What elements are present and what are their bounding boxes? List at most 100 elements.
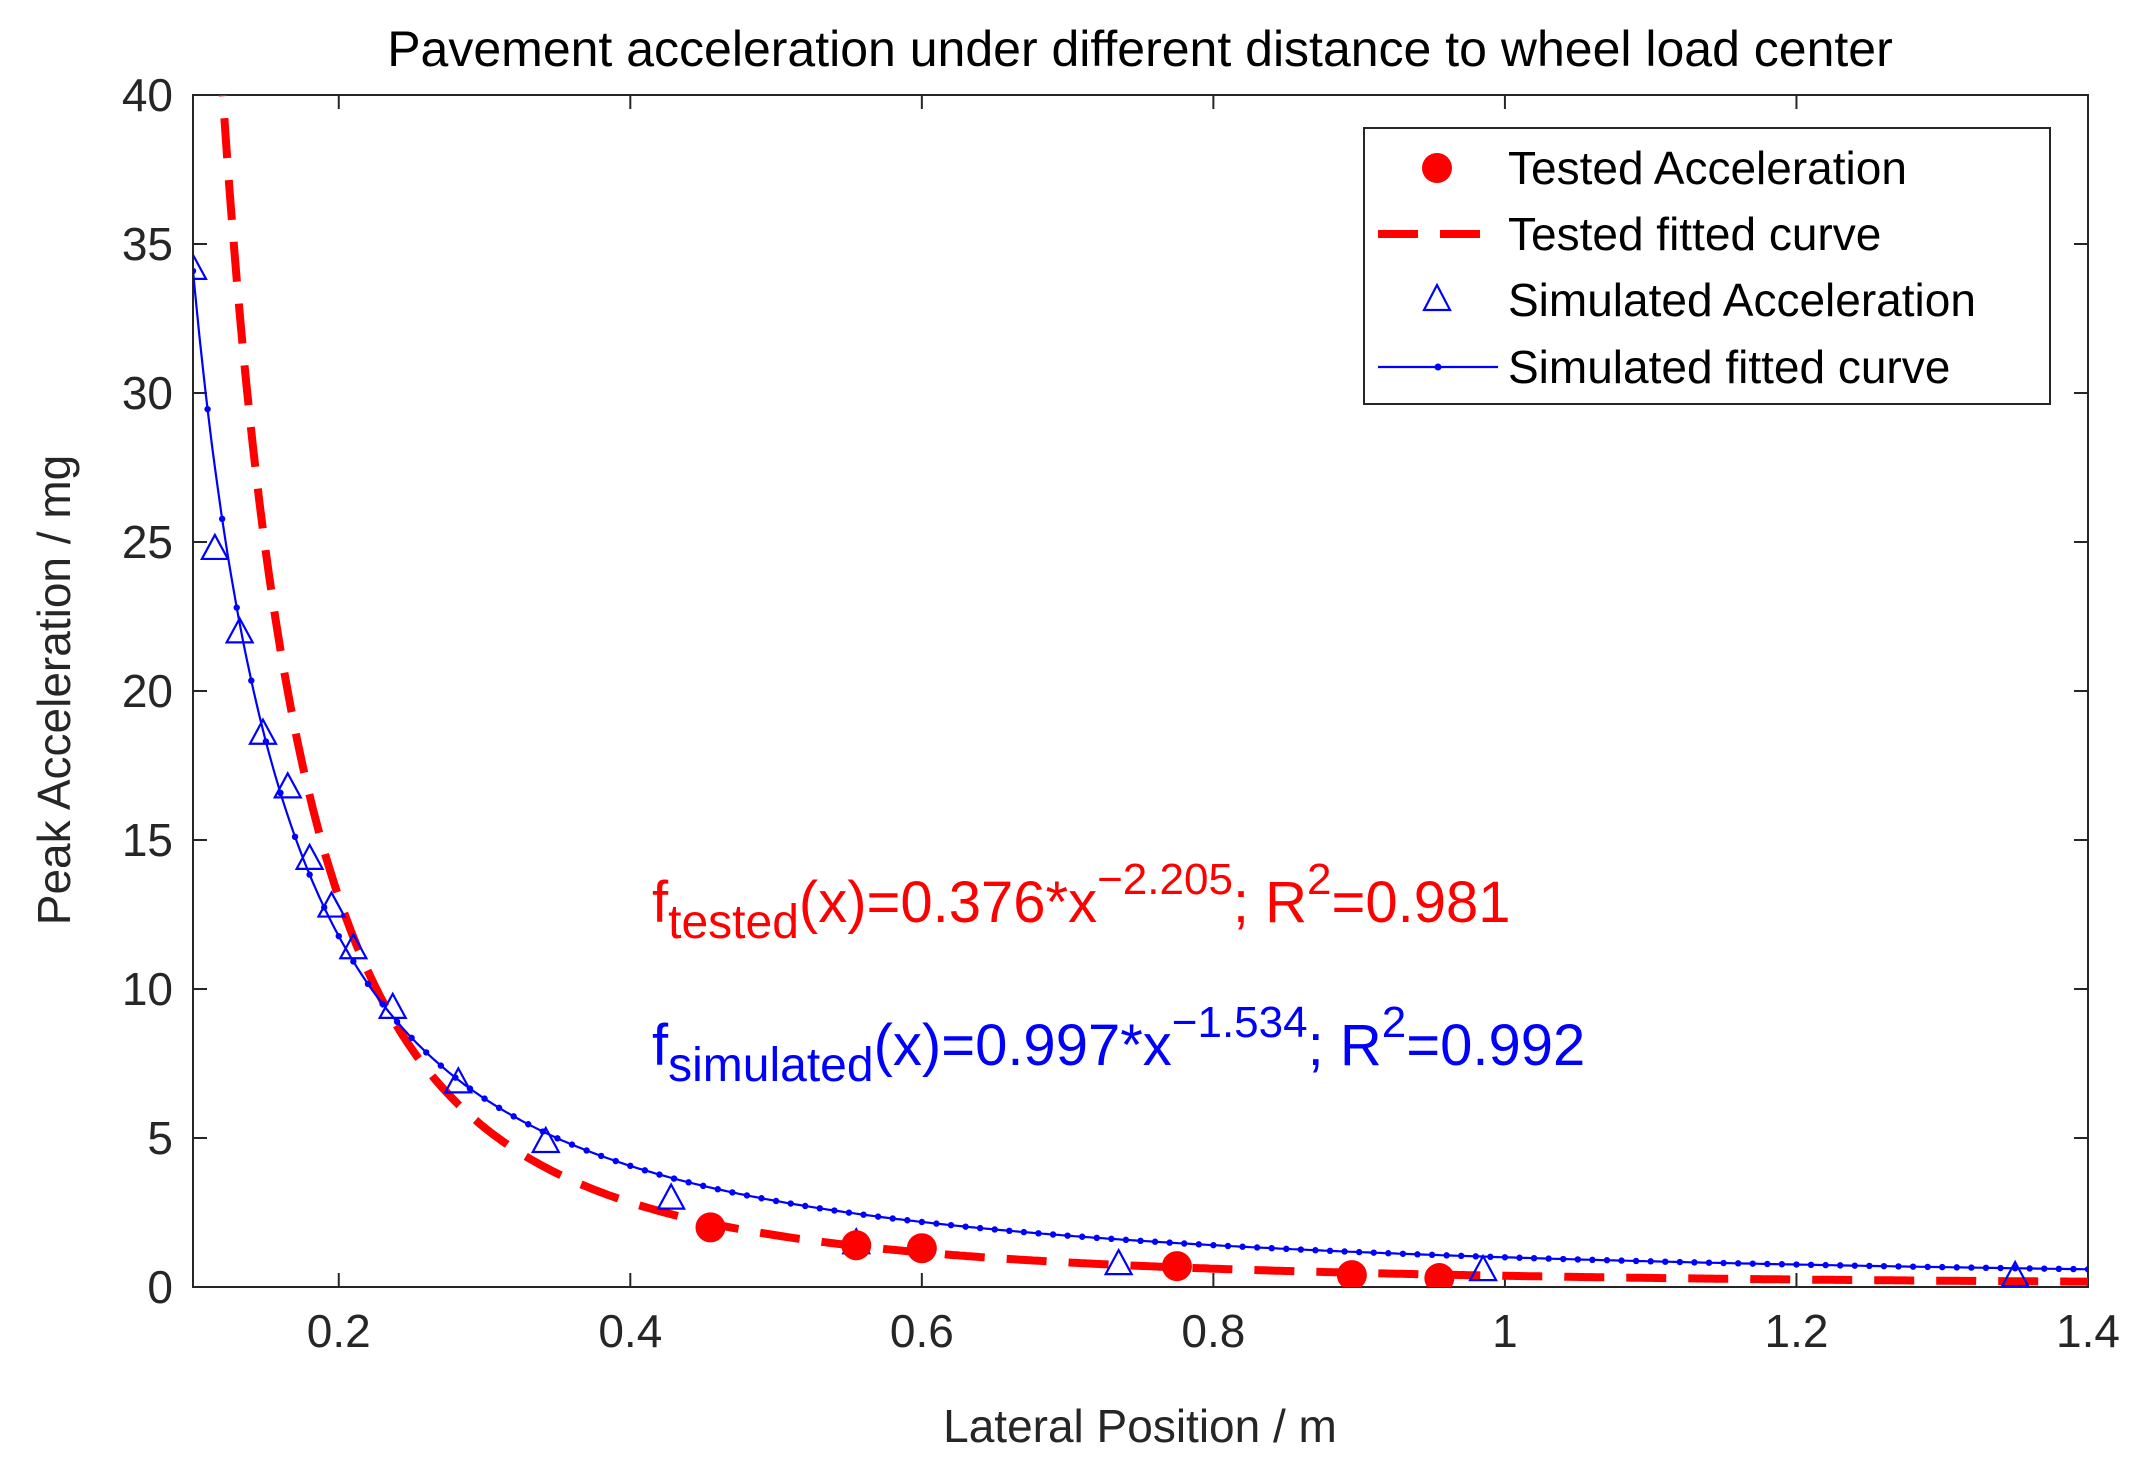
simulated-curve-dot <box>379 1000 386 1008</box>
simulated-curve-dot <box>335 932 342 940</box>
simulated-curve-dot <box>1662 1258 1669 1265</box>
simulated-acceleration-point <box>1103 1247 1134 1276</box>
y-tick-label: 10 <box>122 963 173 1015</box>
y-tick-label: 15 <box>122 814 173 866</box>
simulated-curve-dot <box>1166 1239 1173 1246</box>
simulated-curve-dot <box>248 677 255 684</box>
simulated-curve-dot <box>1487 1253 1494 1261</box>
simulated-curve-dot <box>1749 1260 1756 1267</box>
simulated-curve-dot <box>1676 1258 1684 1266</box>
simulated-curve-dot <box>685 1179 692 1186</box>
simulated-curve-dot <box>758 1195 765 1202</box>
simulated-curve-dot <box>204 405 211 413</box>
simulated-curve-dot <box>1443 1252 1450 1259</box>
simulated-acceleration-point <box>200 532 230 561</box>
simulated-curve-dot <box>2084 1266 2088 1273</box>
x-tick-label: 1 <box>1492 1305 1518 1357</box>
simulated-curve-dot <box>889 1215 896 1222</box>
simulated-curve-dot <box>1049 1231 1057 1238</box>
tested-acceleration-point <box>1336 1260 1367 1287</box>
simulated-curve-dot <box>699 1182 707 1190</box>
simulated-curve-dot <box>656 1171 663 1178</box>
simulated-curve-dot <box>1253 1244 1261 1251</box>
simulated-curve-dot <box>481 1095 488 1102</box>
simulated-curve-dot <box>1224 1242 1232 1250</box>
simulated-curve-dot <box>423 1049 430 1056</box>
simulated-curve-dot <box>1880 1262 1888 1270</box>
simulated-curve-dot <box>845 1209 853 1216</box>
simulated-curve-dot <box>1574 1256 1582 1263</box>
simulated-curve-dot <box>831 1207 838 1214</box>
simulated-curve-dot <box>233 604 240 611</box>
simulated-curve-dot <box>670 1175 678 1182</box>
simulated-acceleration-point <box>443 1066 474 1094</box>
simulated-curve-dot <box>1530 1254 1538 1262</box>
simulated-curve-dot <box>1122 1236 1130 1244</box>
simulated-curve-dot <box>1516 1254 1523 1261</box>
x-tick-label: 0.6 <box>890 1305 954 1357</box>
simulated-acceleration-point <box>248 717 278 745</box>
x-axis: 0.2 0.4 0.6 0.8 1 1.2 1.4 <box>307 95 2120 1357</box>
simulated-curve-dot <box>568 1141 576 1148</box>
simulated-curve-dot <box>1560 1255 1567 1263</box>
legend-simulated-marker <box>1422 282 1452 312</box>
simulated-curve-dot <box>1341 1248 1348 1255</box>
legend-tested-marker <box>1422 153 1452 183</box>
simulated-curve-dot <box>1195 1241 1203 1248</box>
x-tick-label: 1.4 <box>2056 1305 2120 1357</box>
y-tick-label: 20 <box>122 665 173 717</box>
x-tick-label: 0.4 <box>598 1305 662 1357</box>
x-tick-label: 0.8 <box>1181 1305 1245 1357</box>
simulated-curve-dot <box>364 980 372 988</box>
simulated-curve-dot <box>437 1062 445 1069</box>
simulated-curve-dot <box>1589 1256 1596 1264</box>
simulated-curve-dot <box>1210 1241 1217 1249</box>
simulated-curve-dot <box>1939 1263 1946 1271</box>
simulated-curve-dot <box>2055 1265 2063 1273</box>
y-tick-label: 30 <box>122 367 173 419</box>
legend-tested-curve-label: Tested fitted curve <box>1508 208 1881 260</box>
simulated-curve-dot <box>1020 1228 1028 1236</box>
tested-acceleration-point <box>695 1212 726 1243</box>
simulated-curve-dot <box>1370 1249 1377 1256</box>
x-axis-label: Lateral Position / m <box>943 1400 1337 1452</box>
simulated-acceleration-point <box>316 890 347 918</box>
simulated-curve-dot <box>1909 1263 1917 1270</box>
tested-acceleration-point <box>1161 1251 1192 1282</box>
simulated-acceleration-point <box>272 771 303 799</box>
simulated-curve-dot <box>510 1113 517 1120</box>
simulated-curve-dot <box>1822 1261 1829 1269</box>
y-tick-label: 5 <box>147 1112 173 1164</box>
simulated-curve-dot <box>802 1202 809 1210</box>
simulated-curve-dot <box>1312 1247 1319 1254</box>
y-tick-label: 40 <box>122 69 173 121</box>
simulated-curve-dot <box>1618 1257 1625 1264</box>
legend-tested-label: Tested Acceleration <box>1508 142 1907 194</box>
simulated-curve-dot <box>1851 1262 1858 1269</box>
simulated-curve-dot <box>1137 1237 1144 1245</box>
simulated-curve-dot <box>495 1104 503 1112</box>
simulated-curve-dot <box>1064 1232 1071 1239</box>
tested-acceleration-point <box>906 1233 937 1264</box>
simulated-curve-dot <box>291 833 299 841</box>
simulated-curve-dot <box>1734 1260 1742 1267</box>
simulated-curve-dot <box>1006 1227 1013 1235</box>
legend-box <box>1363 127 2051 405</box>
tested-fitted-curve <box>218 95 2088 1286</box>
simulated-curve-dot <box>2041 1265 2048 1272</box>
y-axis: 0 5 10 15 20 25 30 35 40 <box>122 69 2088 1313</box>
simulated-curve-dot <box>408 1034 415 1042</box>
simulated-curve-dot <box>1968 1264 1975 1271</box>
simulated-curve-dot <box>1151 1238 1159 1245</box>
simulated-curve-dot <box>1239 1243 1246 1250</box>
simulated-curve-dot <box>1603 1257 1611 1264</box>
simulated-curve-dot <box>1385 1250 1392 1257</box>
simulated-curve-dot <box>627 1162 634 1170</box>
simulated-acceleration-point <box>377 991 408 1019</box>
simulated-acceleration-point <box>2000 1259 2030 1287</box>
simulated-curve-dot <box>193 267 197 275</box>
simulated-curve-dot <box>1866 1262 1873 1270</box>
simulated-curve-dot <box>2070 1265 2077 1273</box>
simulated-curve-dot <box>1108 1235 1115 1243</box>
